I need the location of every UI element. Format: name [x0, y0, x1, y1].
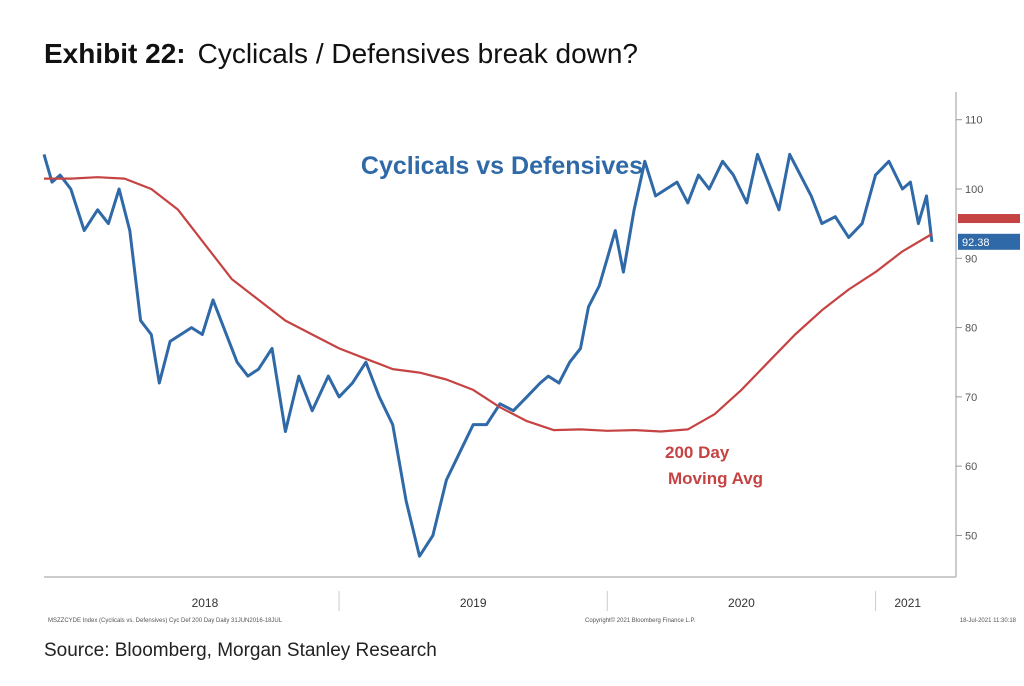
y-tick-label: 70 [965, 392, 977, 404]
series-layer [42, 152, 934, 558]
y-tick-label: 100 [965, 184, 983, 196]
annotation-label-1: 200 Day [665, 443, 730, 462]
last-value-label: 92.38 [962, 237, 990, 249]
bloomberg-timestamp: 18-Jul-2021 11:30:18 [960, 618, 1017, 624]
x-tick-label: 2020 [728, 596, 755, 610]
x-tick-label: 2019 [460, 596, 487, 610]
source-note: Source: Bloomberg, Morgan Stanley Resear… [44, 640, 437, 661]
x-tick-label: 2018 [192, 596, 219, 610]
exhibit-title: Cyclicals / Defensives break down? [197, 38, 639, 69]
x-tick-label: 2021 [894, 596, 921, 610]
cyclicals-vs-defensives-line [42, 152, 934, 558]
y-tick-label: 90 [965, 253, 977, 265]
last-value-tag [958, 233, 1020, 250]
plot-frame [44, 92, 957, 578]
annotation-label-2: Moving Avg [668, 469, 763, 488]
y-tick-label: 50 [965, 530, 977, 542]
bloomberg-ticker-note: MSZZCYDE Index (Cyclicals vs. Defensives… [48, 618, 283, 624]
y-tick-label: 60 [965, 461, 977, 473]
moving-average-tag [958, 214, 1020, 224]
axes: 50 60 70 80 90 100 110 2018 2019 2020 2021 [192, 115, 983, 611]
y-tick-label: 80 [965, 323, 977, 335]
y-tick-label: 110 [965, 115, 983, 127]
page-title: Exhibit 22: Cyclicals / Defensives break … [44, 38, 638, 70]
bloomberg-copyright: Copyright© 2021 Bloomberg Finance L.P. [585, 617, 696, 624]
exhibit-label: Exhibit 22: [44, 38, 186, 69]
labels-layer: 92.38 [958, 214, 1020, 250]
moving-average-line [44, 176, 933, 433]
chart-title: Cyclicals vs Defensives [361, 152, 643, 180]
